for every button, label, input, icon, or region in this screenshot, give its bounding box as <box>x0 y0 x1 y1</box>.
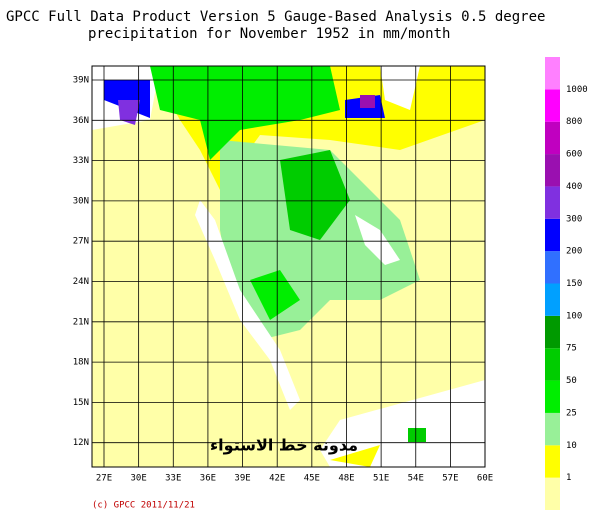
lat-label: 21N <box>73 317 89 327</box>
lat-label: 15N <box>73 398 89 408</box>
lat-label: 33N <box>73 156 89 166</box>
lon-label: 39E <box>234 474 250 484</box>
lon-label: 57E <box>442 474 458 484</box>
colorbar-label: 100 <box>566 311 582 321</box>
colorbar-box <box>545 380 560 413</box>
lat-label: 36N <box>73 116 89 126</box>
lat-label: 12N <box>73 438 89 448</box>
colorbar-box <box>545 251 560 284</box>
colorbar-box <box>545 445 560 478</box>
colorbar-box <box>545 283 560 316</box>
map-fill <box>92 66 485 467</box>
colorbar-box <box>545 315 560 349</box>
lat-label: 30N <box>73 196 89 206</box>
lon-label: 60E <box>477 474 493 484</box>
lon-label: 27E <box>96 474 112 484</box>
colorbar-label: 1000 <box>566 85 588 95</box>
lon-label: 30E <box>131 474 147 484</box>
title-line: precipitation for November 1952 in mm/mo… <box>88 26 450 42</box>
map-grid: 27E 30E 33E 36E 39E 42E 45E 48E 51E 54E 57E 60E 39N 3… <box>73 66 493 484</box>
lon-label: 42E <box>269 474 285 484</box>
colorbar-label: 25 <box>566 408 577 418</box>
colorbar-label: 150 <box>566 279 582 289</box>
lon-label: 54E <box>408 474 424 484</box>
colorbar-box <box>545 57 560 90</box>
lat-label: 39N <box>73 76 89 86</box>
colorbar-label: 50 <box>566 376 577 386</box>
colorbar-box <box>545 186 560 219</box>
lon-label: 48E <box>338 474 354 484</box>
colorbar-box <box>545 121 560 155</box>
colorbar-label: 300 <box>566 214 582 224</box>
title-line: GPCC Full Data Product Version 5 Gauge-B… <box>6 9 545 25</box>
colorbar-label: 1 <box>566 473 571 483</box>
lon-label: 45E <box>304 474 320 484</box>
colorbar-label: 75 <box>566 344 577 354</box>
colorbar-label: 10 <box>566 441 577 451</box>
colorbar-box <box>545 477 560 510</box>
lon-label: 51E <box>373 474 389 484</box>
lat-label: 24N <box>73 277 89 287</box>
lat-label: 18N <box>73 358 89 368</box>
lon-label: 33E <box>165 474 181 484</box>
colorbar-box <box>545 89 560 122</box>
colorbar-label: 600 <box>566 150 582 160</box>
colorbar: 1 10 25 50 75 100 150 200 300 400 600 800 1000 <box>545 57 588 510</box>
copyright: (c) GPCC 2011/11/21 <box>92 501 195 511</box>
lon-label: 36E <box>200 474 216 484</box>
colorbar-label: 800 <box>566 117 582 127</box>
colorbar-box <box>545 154 560 187</box>
colorbar-label: 200 <box>566 247 582 257</box>
colorbar-box <box>545 218 560 252</box>
watermark: مدونة خط الاستواء <box>210 436 358 455</box>
colorbar-label: 400 <box>566 182 582 192</box>
map-frame <box>91 65 486 468</box>
lat-label: 27N <box>73 237 89 247</box>
colorbar-box <box>545 348 560 381</box>
colorbar-box <box>545 412 560 446</box>
